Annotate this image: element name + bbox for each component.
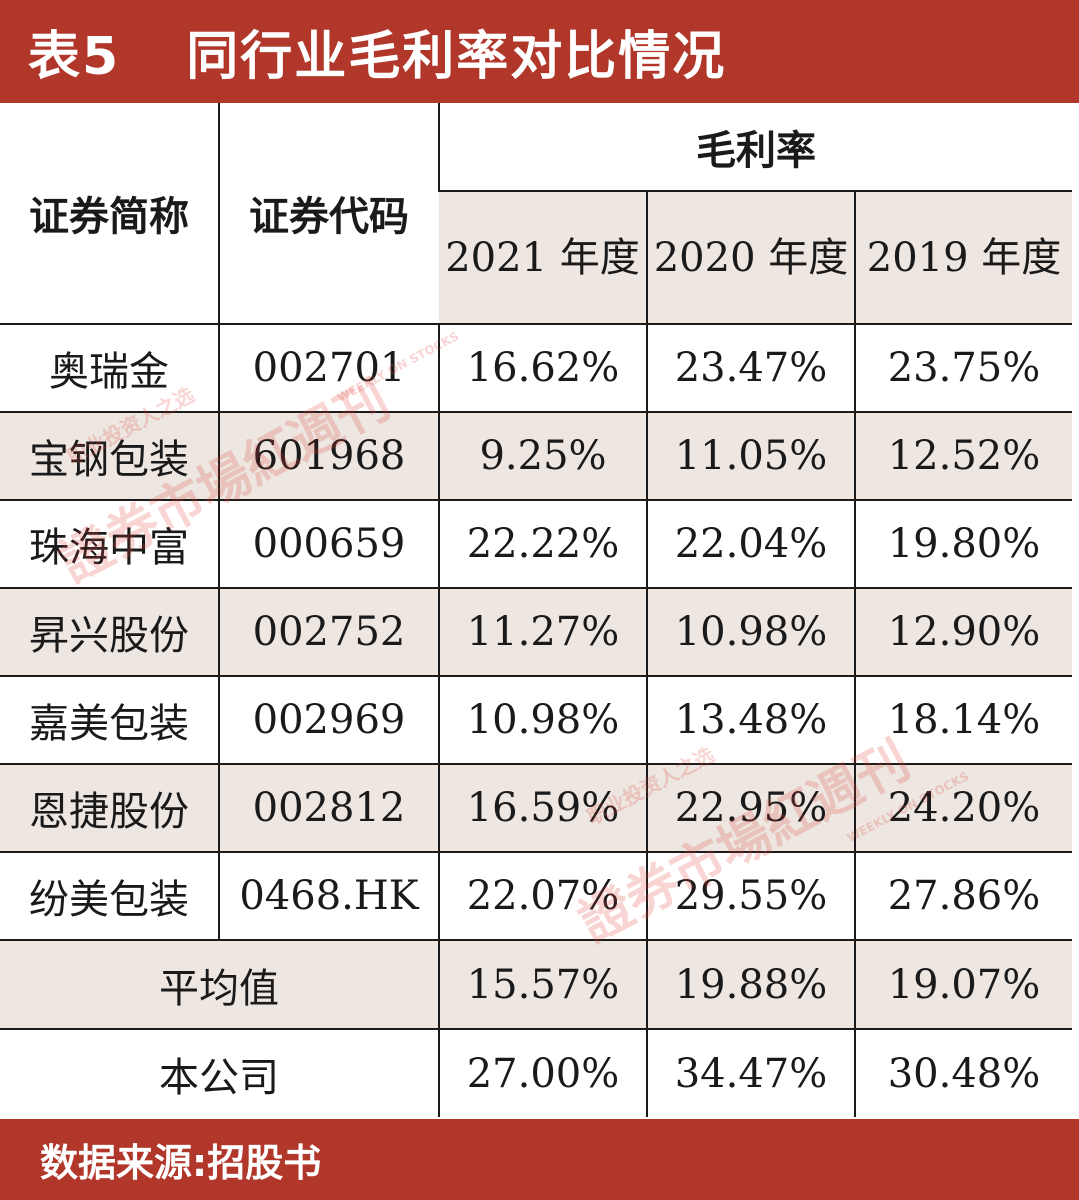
table-row: 恩捷股份 002812 16.59% 22.95% 24.20% bbox=[0, 763, 1073, 852]
row-code: 002969 bbox=[218, 675, 439, 764]
row-code: 0468.HK bbox=[218, 851, 439, 940]
company-value-2020: 34.47% bbox=[646, 1028, 855, 1117]
row-code: 002812 bbox=[218, 763, 439, 852]
row-value-2021: 11.27% bbox=[438, 587, 647, 676]
row-value-2019: 12.52% bbox=[853, 411, 1073, 500]
row-value-2020: 22.95% bbox=[646, 763, 855, 852]
page-title: 同行业毛利率对比情况 bbox=[186, 27, 727, 87]
row-code: 002701 bbox=[218, 323, 439, 412]
header-security-code: 证券代码 bbox=[218, 103, 439, 324]
average-value-2021: 15.57% bbox=[438, 939, 647, 1029]
row-name: 恩捷股份 bbox=[0, 763, 219, 852]
header-year-2020: 2020 年度 bbox=[646, 190, 855, 324]
row-value-2020: 23.47% bbox=[646, 323, 855, 412]
header-gross-margin: 毛利率 bbox=[437, 103, 1073, 191]
row-value-2021: 16.59% bbox=[438, 763, 647, 852]
row-name: 奥瑞金 bbox=[0, 323, 219, 412]
row-value-2019: 23.75% bbox=[853, 323, 1073, 412]
row-code: 002752 bbox=[218, 587, 439, 676]
table-row: 宝钢包装 601968 9.25% 11.05% 12.52% bbox=[0, 411, 1073, 500]
row-value-2021: 10.98% bbox=[438, 675, 647, 764]
row-value-2019: 24.20% bbox=[853, 763, 1073, 852]
header-security-name: 证券简称 bbox=[29, 194, 189, 240]
source-note: 数据来源:招股书 bbox=[40, 1141, 322, 1185]
row-value-2020: 29.55% bbox=[646, 851, 855, 940]
company-value-2021: 27.00% bbox=[438, 1028, 647, 1117]
row-value-2019: 19.80% bbox=[853, 499, 1073, 588]
row-code: 601968 bbox=[218, 411, 439, 500]
gross-margin-table: 证券简称 证券代码 毛利率 2021 年度 2020 年度 2019 年度 奥瑞… bbox=[0, 103, 1073, 1117]
table-row: 珠海中富 000659 22.22% 22.04% 19.80% bbox=[0, 499, 1073, 588]
row-value-2021: 22.07% bbox=[438, 851, 647, 940]
row-value-2020: 11.05% bbox=[646, 411, 855, 500]
row-value-2020: 22.04% bbox=[646, 499, 855, 588]
header-year-2021: 2021 年度 bbox=[439, 190, 647, 324]
table-row: 昇兴股份 002752 11.27% 10.98% 12.90% bbox=[0, 587, 1073, 676]
row-value-2020: 10.98% bbox=[646, 587, 855, 676]
average-row: 平均值 15.57% 19.88% 19.07% bbox=[0, 939, 1073, 1029]
company-label: 本公司 bbox=[0, 1028, 439, 1117]
row-name: 纷美包装 bbox=[0, 851, 219, 940]
average-label: 平均值 bbox=[0, 939, 439, 1029]
company-value-2019: 30.48% bbox=[853, 1028, 1073, 1117]
company-row: 本公司 27.00% 34.47% 30.48% bbox=[0, 1028, 1073, 1117]
row-name: 珠海中富 bbox=[0, 499, 219, 588]
table-row: 嘉美包装 002969 10.98% 13.48% 18.14% bbox=[0, 675, 1073, 764]
row-value-2021: 22.22% bbox=[438, 499, 647, 588]
table-row: 纷美包装 0468.HK 22.07% 29.55% 27.86% bbox=[0, 851, 1073, 940]
row-value-2019: 18.14% bbox=[853, 675, 1073, 764]
row-value-2019: 12.90% bbox=[853, 587, 1073, 676]
row-value-2021: 9.25% bbox=[438, 411, 647, 500]
table-number: 表5 bbox=[28, 27, 121, 87]
row-value-2020: 13.48% bbox=[646, 675, 855, 764]
row-value-2021: 16.62% bbox=[438, 323, 647, 412]
header-year-2019: 2019 年度 bbox=[853, 190, 1073, 324]
row-code: 000659 bbox=[218, 499, 439, 588]
title-bar: 表5 同行业毛利率对比情况 bbox=[0, 0, 1079, 103]
row-name: 昇兴股份 bbox=[0, 587, 219, 676]
row-name: 嘉美包装 bbox=[0, 675, 219, 764]
average-value-2019: 19.07% bbox=[853, 939, 1073, 1029]
table-row: 奥瑞金 002701 16.62% 23.47% 23.75% bbox=[0, 323, 1073, 412]
row-value-2019: 27.86% bbox=[853, 851, 1073, 940]
average-value-2020: 19.88% bbox=[646, 939, 855, 1029]
source-footer: 数据来源:招股书 bbox=[0, 1119, 1079, 1200]
row-name: 宝钢包装 bbox=[0, 411, 219, 500]
